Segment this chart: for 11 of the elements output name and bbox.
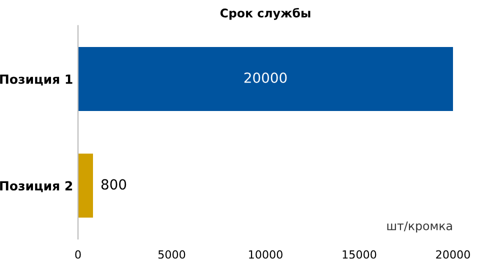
- data-label: 20000: [244, 72, 287, 84]
- x-tick-label: 0: [75, 250, 81, 259]
- x-tick-label: 20000: [436, 250, 470, 259]
- y-tick-label: Позиция 1: [0, 74, 72, 86]
- x-tick-label: 10000: [249, 250, 282, 259]
- y-tick-label: Позиция 2: [0, 181, 72, 192]
- x-axis-title: шт/кромка: [387, 221, 452, 233]
- chart-title: Срок службы: [220, 8, 310, 20]
- data-label: 800: [101, 179, 126, 190]
- x-tick-label: 5000: [158, 250, 186, 259]
- x-tick-label: 15000: [342, 250, 376, 259]
